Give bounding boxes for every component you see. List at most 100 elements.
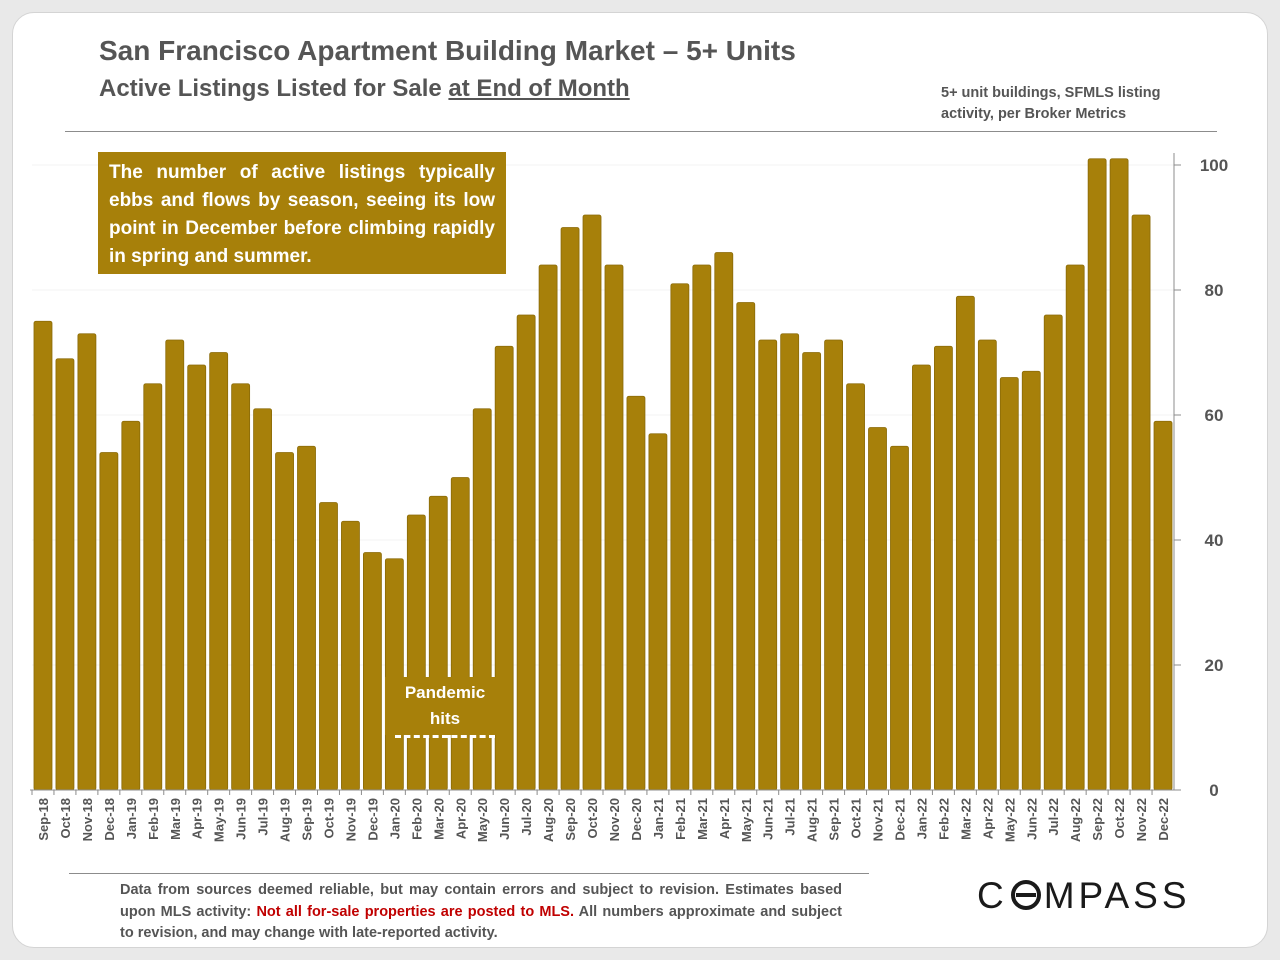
bar-Sep-18 [33, 320, 53, 791]
bar-Nov-18 [77, 333, 97, 791]
bar-Dec-20 [626, 395, 646, 791]
y-tick-label: 0 [1209, 781, 1218, 800]
pandemic-dash-marker [395, 735, 495, 738]
bar-Oct-20 [582, 214, 602, 791]
y-tick-label: 60 [1205, 406, 1224, 425]
x-tick-label: Apr-22 [980, 798, 995, 839]
x-tick-label: Sep-21 [827, 798, 842, 841]
bar-Dec-18 [99, 452, 119, 791]
x-tick-label: Oct-21 [849, 798, 864, 838]
bars [33, 158, 1173, 791]
bar-Aug-22 [1065, 264, 1085, 791]
x-tick-label: May-20 [475, 798, 490, 842]
x-tick-label: Oct-20 [585, 798, 600, 838]
bar-Apr-20 [450, 477, 470, 791]
y-axis-labels: 0 20 40 60 80 100 [1200, 156, 1228, 800]
bar-Jun-19 [231, 383, 251, 791]
bar-Mar-19 [165, 339, 185, 791]
pandemic-label-line1: Pandemic [404, 683, 486, 702]
bar-Jul-22 [1043, 314, 1063, 791]
x-tick-label: Feb-20 [409, 798, 424, 840]
disclaimer-text-1: Data from sources deemed reliable, but m… [120, 882, 842, 920]
bar-Sep-21 [824, 339, 844, 791]
x-tick-label: Oct-18 [58, 798, 73, 838]
y-tick-label: 40 [1205, 531, 1224, 550]
x-tick-label: Dec-19 [365, 798, 380, 841]
slide-card: San Francisco Apartment Building Market … [12, 12, 1268, 948]
x-tick-label: Jul-19 [256, 798, 271, 836]
bar-Jun-21 [758, 339, 778, 791]
x-tick-label: Aug-20 [541, 798, 556, 842]
x-tick-label: Aug-21 [805, 798, 820, 842]
x-tick-label: Nov-22 [1134, 798, 1149, 841]
x-tick-label: Sep-20 [563, 798, 578, 841]
x-tick-label: Jan-22 [914, 798, 929, 839]
bar-Oct-19 [319, 502, 338, 791]
bar-Aug-21 [802, 352, 822, 791]
bar-Sep-20 [560, 227, 580, 791]
x-tick-label: Feb-19 [146, 798, 161, 840]
y-tick-label: 100 [1200, 156, 1228, 175]
bar-Aug-20 [538, 264, 558, 791]
compass-logo: C MPASS [977, 875, 1217, 917]
x-tick-label: Mar-19 [168, 798, 183, 840]
bar-Sep-22 [1087, 158, 1107, 791]
bar-Jul-20 [516, 314, 536, 791]
bar-Apr-21 [714, 252, 734, 791]
chart-title: San Francisco Apartment Building Market … [99, 35, 796, 66]
subtitle-underlined-text: at End of Month [448, 75, 630, 102]
x-tick-label: Mar-22 [958, 798, 973, 840]
disclaimer: Data from sources deemed reliable, but m… [120, 880, 842, 945]
pandemic-annotation: Pandemic hits [385, 677, 505, 738]
x-tick-label: Apr-21 [717, 798, 732, 839]
source-note: 5+ unit buildings, SFMLS listing activit… [941, 85, 1161, 122]
x-tick-label: Apr-19 [190, 798, 205, 839]
x-tick-label: Jun-22 [1024, 798, 1039, 840]
bar-Dec-19 [362, 552, 382, 791]
x-tick-label: Jun-21 [761, 798, 776, 840]
bar-Feb-21 [670, 283, 690, 791]
bar-Nov-20 [604, 264, 624, 791]
bar-Sep-19 [297, 445, 316, 791]
disclaimer-text-2: All numbers approximate and subject to r… [120, 903, 842, 942]
x-tick-label: Feb-21 [673, 798, 688, 840]
x-tick-label: Jul-20 [519, 798, 534, 836]
footer-divider [69, 873, 869, 874]
x-tick-label: Dec-22 [1156, 798, 1171, 841]
bar-chart: Sep-18 Oct-18 Nov-18 Dec-18 Jan-19 Feb-19 Mar-… [30, 153, 1228, 842]
axes [30, 153, 1181, 795]
x-tick-label: Feb-22 [936, 798, 951, 840]
pandemic-label-line2: hits [429, 709, 461, 728]
x-tick-label: Dec-21 [892, 798, 907, 841]
bar-May-19 [209, 352, 229, 791]
bar-Nov-22 [1131, 214, 1151, 791]
bar-Dec-21 [890, 445, 909, 791]
chart-subtitle: Active Listings Listed for Sale at End o… [99, 75, 630, 103]
bar-Aug-19 [275, 452, 294, 791]
bar-Jun-22 [1021, 370, 1041, 791]
bar-Feb-19 [143, 383, 163, 791]
disclaimer-red-text: Not all for-sale properties are posted t… [256, 903, 575, 920]
header-divider [65, 131, 1217, 132]
x-tick-label: Jan-19 [124, 798, 139, 839]
x-tick-label: Nov-18 [80, 798, 95, 841]
x-tick-label: Nov-20 [607, 798, 622, 841]
x-tick-label: May-21 [739, 798, 754, 842]
x-tick-label: Jun-19 [234, 798, 249, 840]
bar-Jan-19 [121, 420, 141, 791]
x-tick-label: May-22 [1002, 798, 1017, 842]
bar-Feb-20 [406, 514, 426, 791]
seasonality-callout: The number of active listings typically … [98, 152, 506, 274]
x-tick-label: Dec-20 [629, 798, 644, 841]
bar-Nov-19 [341, 520, 360, 791]
x-axis-labels: Sep-18 Oct-18 Nov-18 Dec-18 Jan-19 Feb-19 Mar-… [36, 798, 1171, 842]
bar-Oct-21 [846, 383, 865, 791]
logo-o-glyph [1010, 880, 1041, 910]
bar-Jul-21 [780, 333, 800, 791]
bar-Jan-21 [648, 433, 668, 791]
x-tick-label: Jun-20 [497, 798, 512, 840]
x-tick-label: Nov-21 [871, 798, 886, 841]
x-tick-label: Nov-19 [343, 798, 358, 841]
x-tick-label: Sep-22 [1090, 798, 1105, 841]
x-tick-label: Mar-20 [431, 798, 446, 840]
